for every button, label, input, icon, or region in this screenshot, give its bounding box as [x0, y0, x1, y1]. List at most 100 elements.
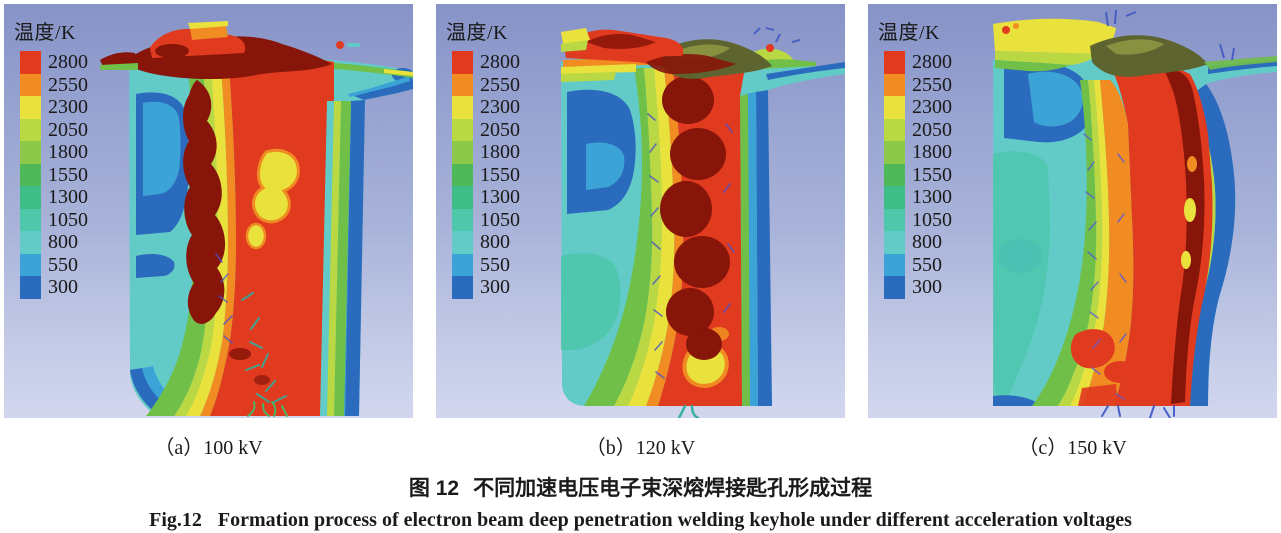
legend-swatch	[20, 51, 41, 74]
legend-row: 1550	[20, 163, 88, 186]
legend-swatch	[20, 118, 41, 141]
figure-number-zh: 图 12	[408, 477, 460, 500]
legend-value: 1050	[912, 208, 952, 231]
temperature-legend: 温度/K 2800 2550 2300 2050 1800 1550 1300 1050 800…	[878, 16, 952, 299]
legend-value: 2800	[912, 51, 952, 74]
legend-value: 2050	[480, 118, 520, 141]
legend-value: 2050	[912, 118, 952, 141]
simulation-view-150kv: 温度/K 2800 2550 2300 2050 1800 1550 1300 1050 800…	[868, 4, 1277, 418]
spatter	[1105, 9, 1235, 61]
legend-value: 800	[48, 231, 78, 254]
figure-number-en: Fig.12	[149, 509, 202, 531]
legend-swatch	[452, 276, 473, 299]
legend-swatch	[884, 163, 905, 186]
legend-swatch	[20, 96, 41, 119]
legend-swatch	[884, 276, 905, 299]
legend-row: 1300	[884, 186, 952, 209]
legend-value: 1050	[48, 208, 88, 231]
legend-swatch	[884, 186, 905, 209]
velocity-vectors	[215, 253, 288, 417]
legend-row: 300	[884, 276, 952, 299]
legend-row: 2300	[452, 96, 520, 119]
legend-row: 1550	[452, 163, 520, 186]
legend-value: 1550	[912, 163, 952, 186]
legend-value: 2550	[48, 73, 88, 96]
legend-swatch	[884, 96, 905, 119]
legend-row: 800	[884, 231, 952, 254]
legend-swatch	[452, 208, 473, 231]
melt-pool	[142, 50, 334, 416]
legend-value: 800	[912, 231, 942, 254]
simulation-rendering-120kv	[561, 27, 845, 418]
simulation-rendering-150kv	[993, 9, 1277, 418]
legend-title: 温度/K	[446, 22, 508, 44]
legend-value: 550	[912, 253, 942, 276]
legend-value: 2800	[480, 51, 520, 74]
legend-row: 2050	[20, 118, 88, 141]
legend-swatch	[452, 186, 473, 209]
legend-row: 1300	[20, 186, 88, 209]
legend-value: 1800	[480, 141, 520, 164]
legend-colorbar: 2800 2550 2300 2050 1800 1550 1300 1050 800 550 30…	[452, 51, 520, 299]
legend-swatch	[452, 118, 473, 141]
legend-value: 2800	[48, 51, 88, 74]
legend-swatch	[884, 141, 905, 164]
legend-swatch	[20, 276, 41, 299]
panel-caption-a: （a）100 kV	[154, 437, 263, 459]
legend-row: 1550	[884, 163, 952, 186]
spatter	[100, 21, 360, 70]
legend-swatch	[20, 141, 41, 164]
legend-value: 1800	[912, 141, 952, 164]
legend-row: 550	[884, 253, 952, 276]
legend-colorbar: 2800 2550 2300 2050 1800 1550 1300 1050 800 550 30…	[20, 51, 88, 299]
legend-row: 1050	[20, 208, 88, 231]
legend-value: 1300	[48, 186, 88, 209]
legend-swatch	[452, 163, 473, 186]
legend-row: 800	[452, 231, 520, 254]
legend-row: 550	[20, 253, 88, 276]
legend-swatch	[20, 253, 41, 276]
legend-row: 1050	[884, 208, 952, 231]
figure-caption-english: Fig.12 Formation process of electron beam…	[0, 509, 1281, 532]
legend-value: 1550	[48, 163, 88, 186]
legend-row: 2800	[884, 51, 952, 74]
legend-row: 2800	[452, 51, 520, 74]
legend-value: 2050	[48, 118, 88, 141]
legend-value: 1300	[480, 186, 520, 209]
legend-swatch	[452, 96, 473, 119]
panel-120kv: 温度/K 2800 2550 2300 2050 1800 1550 1300 1050 800…	[436, 4, 845, 460]
keyhole-region	[646, 39, 772, 360]
legend-swatch	[884, 231, 905, 254]
temperature-legend: 温度/K 2800 2550 2300 2050 1800 1550 1300 1050 800…	[14, 16, 88, 299]
legend-row: 1300	[452, 186, 520, 209]
keyhole-region	[1090, 35, 1277, 404]
legend-row: 1800	[20, 141, 88, 164]
legend-row: 300	[20, 276, 88, 299]
legend-value: 550	[480, 253, 510, 276]
legend-value: 300	[912, 276, 942, 299]
legend-row: 2300	[20, 96, 88, 119]
legend-swatch	[20, 208, 41, 231]
legend-value: 2300	[480, 96, 520, 119]
panel-caption-b: （b）120 kV	[585, 437, 696, 459]
legend-value: 2300	[912, 96, 952, 119]
legend-row: 2550	[20, 73, 88, 96]
legend-value: 2300	[48, 96, 88, 119]
legend-row: 2550	[884, 73, 952, 96]
figure-title-en: Formation process of electron beam deep …	[217, 509, 1132, 531]
legend-row: 1800	[452, 141, 520, 164]
figure-title-zh: 不同加速电压电子束深熔焊接匙孔形成过程	[473, 477, 873, 500]
panel-150kv: 温度/K 2800 2550 2300 2050 1800 1550 1300 1050 800…	[868, 4, 1277, 460]
legend-row: 800	[20, 231, 88, 254]
legend-value: 1300	[912, 186, 952, 209]
legend-swatch	[20, 163, 41, 186]
legend-colorbar: 2800 2550 2300 2050 1800 1550 1300 1050 800 550 30…	[884, 51, 952, 299]
legend-value: 2550	[480, 73, 520, 96]
legend-swatch	[452, 51, 473, 74]
legend-swatch	[884, 73, 905, 96]
simulation-view-100kv: 温度/K 2800 2550 2300 2050 1800 1550 1300 1050 800…	[4, 4, 413, 418]
legend-row: 2800	[20, 51, 88, 74]
legend-swatch	[452, 231, 473, 254]
legend-row: 300	[452, 276, 520, 299]
